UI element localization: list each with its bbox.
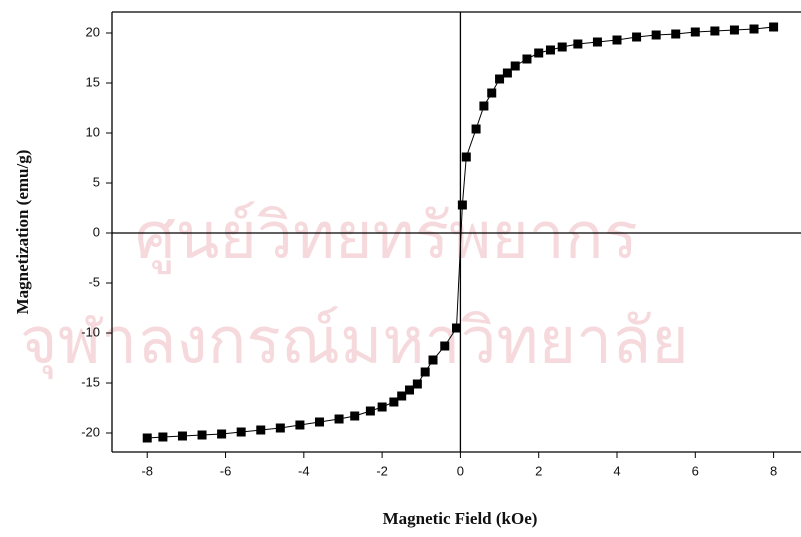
y-tick-label: 0 <box>93 224 100 239</box>
data-point <box>295 420 305 430</box>
x-tick-label: 4 <box>613 463 620 478</box>
data-point <box>405 385 415 395</box>
y-axis-title: Magnetization (emu/g) <box>13 150 32 315</box>
data-point <box>197 430 207 440</box>
data-point <box>671 29 681 39</box>
data-point <box>534 48 544 58</box>
data-point <box>389 397 399 407</box>
data-point <box>377 402 387 412</box>
data-point <box>397 391 407 401</box>
data-point <box>334 414 344 424</box>
y-tick-label: -20 <box>81 424 100 439</box>
data-point <box>275 423 285 433</box>
y-tick-label: 15 <box>86 74 100 89</box>
data-point <box>495 74 505 84</box>
x-tick-label: -2 <box>376 463 388 478</box>
data-point <box>522 54 532 64</box>
data-point <box>479 101 489 111</box>
data-point <box>142 433 152 443</box>
watermark: จุฬาลงกรณ์มหาวิทยาลัย <box>20 305 689 380</box>
data-point <box>314 417 324 427</box>
data-point <box>420 367 430 377</box>
data-point <box>487 88 497 98</box>
x-axis-title: Magnetic Field (kOe) <box>383 509 538 528</box>
data-point <box>236 427 246 437</box>
data-point <box>217 429 227 439</box>
data-point <box>557 42 567 52</box>
data-point <box>452 323 461 333</box>
data-point <box>177 431 187 441</box>
x-tick-label: -4 <box>298 463 310 478</box>
data-point <box>573 39 583 49</box>
data-point <box>471 124 481 134</box>
data-point <box>256 425 266 435</box>
x-tick-label: -8 <box>141 463 153 478</box>
y-tick-label: 10 <box>86 124 100 139</box>
data-point <box>510 61 520 71</box>
x-tick-label: 0 <box>457 463 464 478</box>
data-point <box>440 341 450 351</box>
data-point <box>710 26 720 36</box>
data-point <box>428 355 438 365</box>
x-tick-label: -6 <box>220 463 232 478</box>
data-point <box>769 22 779 32</box>
y-tick-label: -10 <box>81 324 100 339</box>
data-point <box>632 32 642 42</box>
data-point <box>502 68 512 78</box>
data-point <box>612 35 622 45</box>
data-point <box>592 37 602 47</box>
data-point <box>350 411 360 421</box>
y-tick-label: -5 <box>88 274 100 289</box>
x-tick-label: 6 <box>692 463 699 478</box>
y-tick-label: -15 <box>81 374 100 389</box>
x-tick-label: 8 <box>770 463 777 478</box>
data-point <box>461 152 471 162</box>
data-point <box>158 432 168 442</box>
data-point <box>412 379 422 389</box>
x-tick-label: 2 <box>535 463 542 478</box>
y-tick-label: 5 <box>93 174 100 189</box>
data-point <box>729 25 739 35</box>
watermark: ศูนย์วิทยทรัพยากร <box>135 200 638 275</box>
data-point <box>545 45 555 55</box>
data-point <box>457 200 467 210</box>
data-point <box>651 30 661 40</box>
data-point <box>365 406 375 416</box>
y-tick-label: 20 <box>86 24 100 39</box>
data-point <box>749 24 759 34</box>
data-point <box>690 27 700 37</box>
